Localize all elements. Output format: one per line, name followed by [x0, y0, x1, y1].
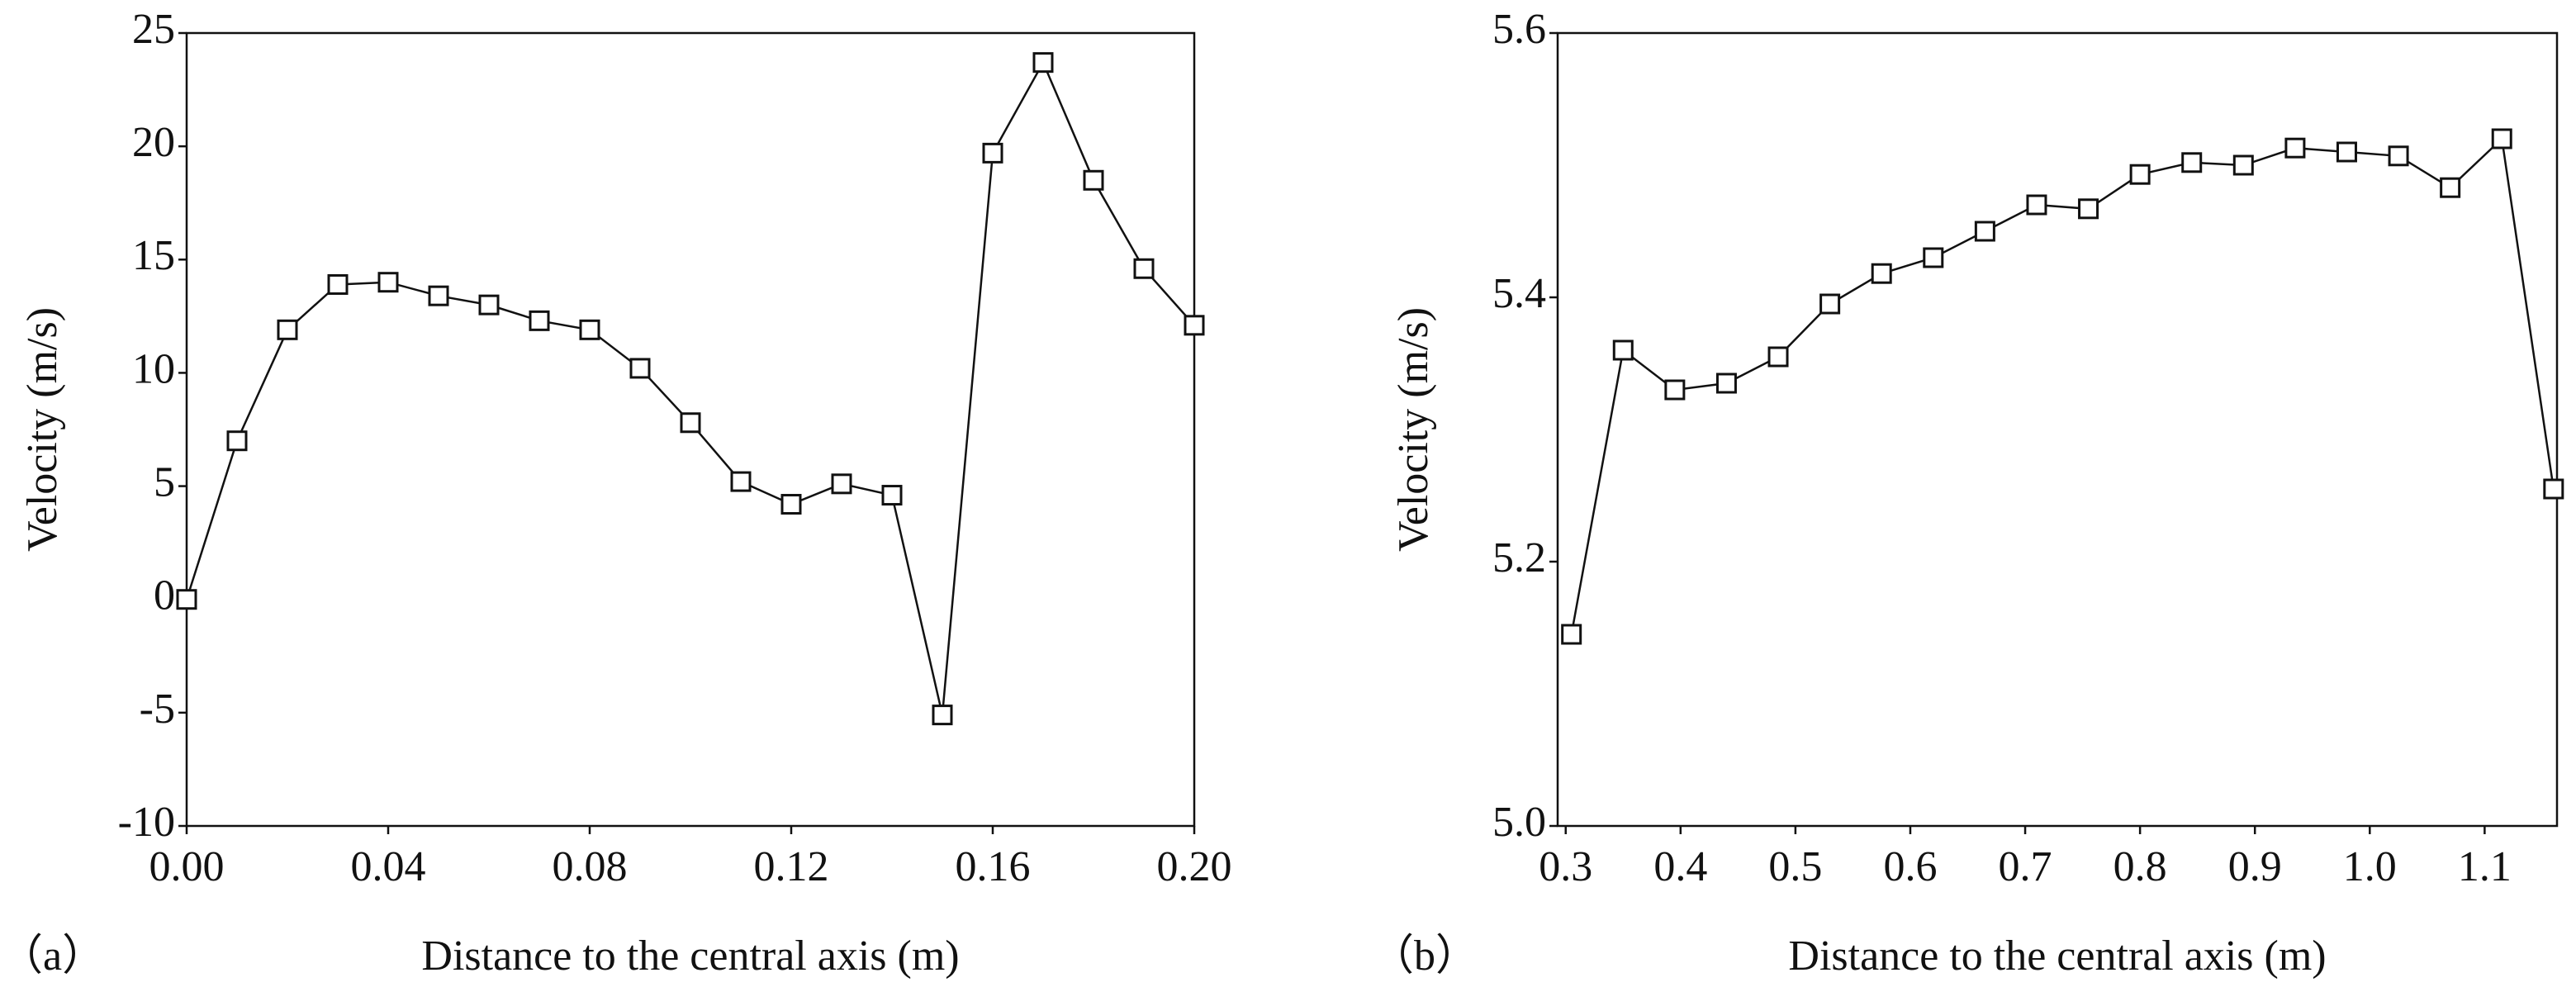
y-tick-label: 0 — [154, 572, 175, 619]
marker — [478, 294, 500, 316]
panel-label: （a） — [0, 932, 105, 980]
x-tick-label: 0.5 — [1768, 843, 1822, 890]
marker — [1819, 293, 1841, 315]
marker — [831, 473, 852, 495]
y-tick-label: 5.2 — [1492, 534, 1546, 581]
x-tick-label: 0.9 — [2228, 843, 2282, 890]
x-tick-label: 0.4 — [1653, 843, 1707, 890]
y-axis-label: Velocity (m/s) — [1390, 307, 1437, 552]
marker — [1561, 624, 1582, 645]
plot-frame — [1556, 31, 2559, 828]
y-tick-label: 10 — [132, 345, 175, 392]
y-axis-label: Velocity (m/s) — [19, 307, 66, 552]
x-tick-label: 1.0 — [2343, 843, 2397, 890]
data-line — [185, 59, 1195, 715]
marker — [1032, 52, 1054, 74]
plot-frame — [185, 31, 1196, 828]
marker — [529, 310, 550, 331]
marker — [428, 285, 449, 306]
panel-label: （b） — [1371, 932, 1478, 980]
marker — [1974, 221, 1995, 242]
marker — [982, 142, 1003, 164]
marker — [1715, 373, 1737, 394]
marker — [176, 589, 197, 610]
y-tick-label: 5.6 — [1492, 6, 1546, 53]
marker — [2026, 194, 2047, 216]
marker — [932, 705, 953, 726]
y-tick-label: 5.0 — [1492, 799, 1546, 846]
y-tick-label: 20 — [132, 119, 175, 166]
marker — [1767, 346, 1789, 368]
marker — [1871, 263, 1892, 284]
marker — [881, 485, 903, 506]
x-tick-label: 0.6 — [1883, 843, 1937, 890]
x-axis-label: Distance to the central axis (m) — [421, 932, 959, 980]
marker — [2336, 141, 2357, 163]
marker — [2181, 152, 2203, 173]
x-tick-label: 0.04 — [351, 843, 426, 890]
y-tick-label: 15 — [132, 232, 175, 279]
marker — [226, 430, 248, 452]
marker — [2491, 128, 2512, 149]
marker — [277, 319, 298, 340]
marker — [1664, 379, 1686, 401]
marker — [730, 471, 752, 492]
x-tick-label: 0.16 — [956, 843, 1031, 890]
x-tick-label: 1.1 — [2458, 843, 2512, 890]
marker — [2440, 177, 2461, 198]
marker — [2232, 154, 2254, 176]
x-tick-label: 0.12 — [754, 843, 829, 890]
marker — [2129, 164, 2151, 185]
x-tick-label: 0.00 — [149, 843, 225, 890]
marker — [1612, 339, 1634, 361]
marker — [2284, 137, 2306, 159]
marker — [680, 412, 701, 434]
y-tick-label: -10 — [118, 799, 175, 846]
x-tick-label: 0.8 — [2113, 843, 2167, 890]
marker — [780, 494, 802, 515]
y-tick-label: 5.4 — [1492, 270, 1546, 317]
x-tick-label: 0.7 — [1999, 843, 2052, 890]
x-axis-label: Distance to the central axis (m) — [1788, 932, 2326, 980]
marker — [2078, 198, 2099, 220]
marker — [2543, 478, 2564, 500]
y-tick-label: 25 — [132, 6, 175, 53]
x-tick-label: 0.3 — [1539, 843, 1592, 890]
marker — [377, 272, 399, 293]
marker — [1083, 169, 1104, 191]
marker — [327, 273, 349, 295]
x-tick-label: 0.08 — [553, 843, 628, 890]
marker — [629, 358, 651, 379]
marker — [1184, 315, 1205, 336]
marker — [1923, 247, 1944, 268]
marker — [2388, 145, 2409, 167]
x-tick-label: 0.20 — [1157, 843, 1232, 890]
marker — [1133, 258, 1155, 279]
y-tick-label: -5 — [140, 686, 175, 733]
y-tick-label: 5 — [154, 459, 175, 506]
marker — [579, 319, 600, 340]
